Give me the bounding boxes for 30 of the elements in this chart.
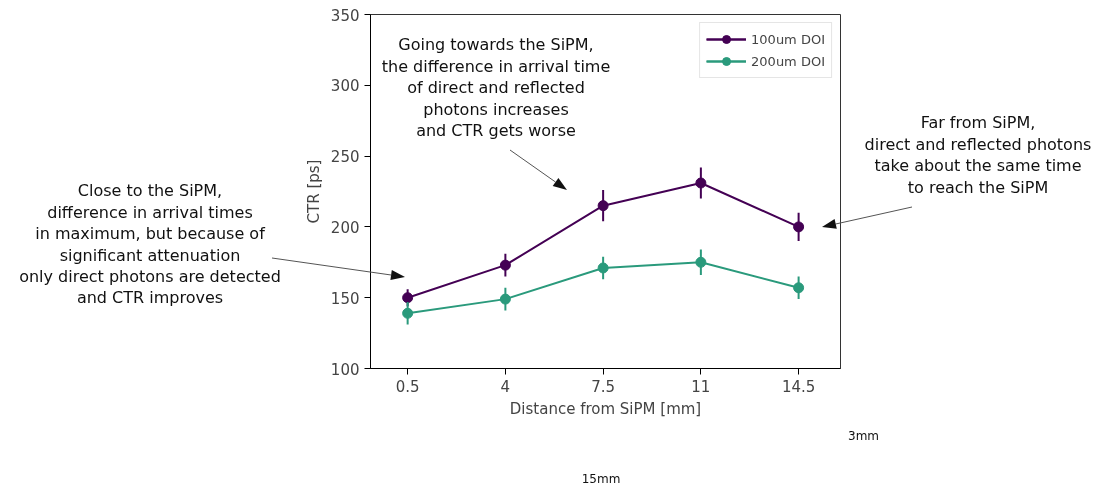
point — [793, 221, 805, 233]
y-tick-label: 250 — [330, 148, 360, 167]
x-tick-label: 0.5 — [395, 377, 420, 396]
y-axis-title: CTR [ps] — [304, 159, 323, 224]
text: Close to the SiPM, difference in arrival times in maximum, but because of significant attenuation only direct photons are detected and CTR improves — [19, 181, 281, 308]
point — [402, 292, 414, 304]
text: Far from SiPM, direct and reflected photons take about the same time to reach the SiPM — [863, 112, 1093, 198]
point — [597, 262, 609, 274]
annotation: Going towards the SiPM, the difference in arrival time of direct and reflected photons increases and CTR gets worse — [381, 35, 611, 140]
y-tick-label: 300 — [330, 77, 360, 96]
point — [499, 293, 511, 305]
y-tick-label: 100 — [330, 360, 360, 379]
x-tick-label: 11 — [691, 377, 711, 396]
x-tick-label: 7.5 — [591, 377, 616, 396]
x-axis-title: Distance from SiPM [mm] — [509, 399, 702, 418]
point — [695, 177, 707, 189]
point — [695, 256, 707, 268]
point — [597, 200, 609, 212]
point — [499, 259, 511, 271]
x-tick-label: 14.5 — [781, 377, 816, 396]
x-tick-label: 4 — [500, 377, 511, 396]
legend-label: 200um DOI — [751, 53, 825, 69]
y-tick-label: 200 — [330, 218, 360, 237]
y-tick-label: 150 — [330, 289, 360, 308]
point — [402, 307, 414, 319]
point — [793, 282, 805, 294]
legend-label: 100um DOI — [751, 31, 825, 47]
y-tick-label: 350 — [330, 6, 360, 25]
text: 3mm — [848, 428, 880, 446]
text: 15mm — [580, 471, 622, 487]
